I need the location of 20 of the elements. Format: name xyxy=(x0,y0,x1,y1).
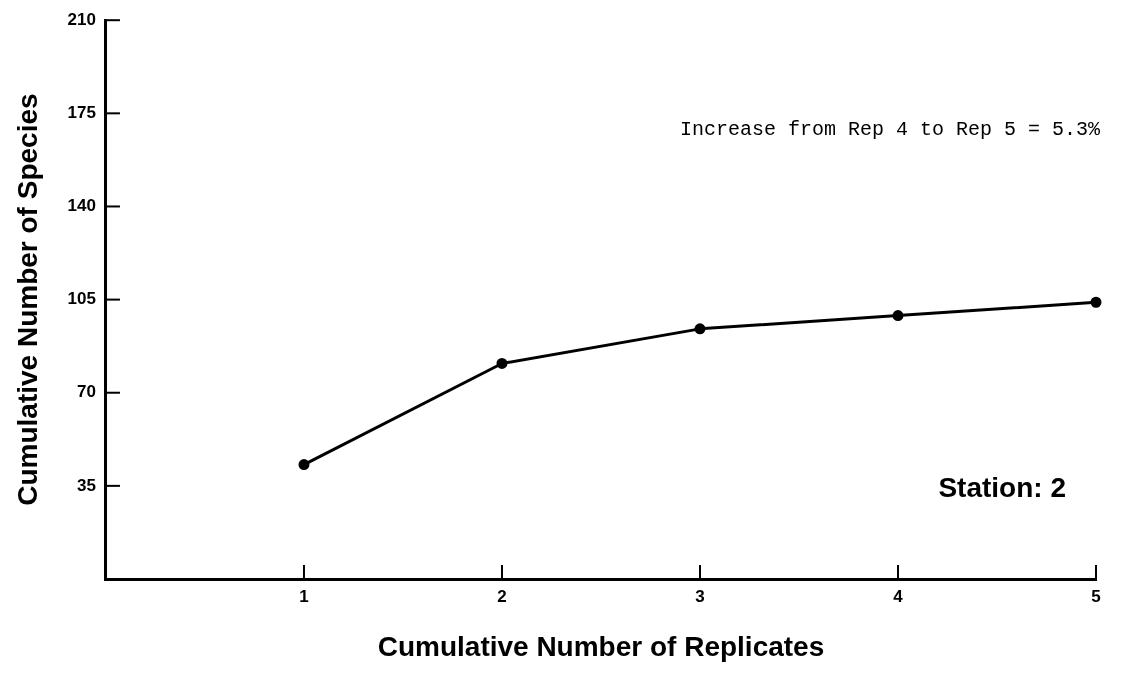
y-tick-label: 70 xyxy=(77,382,96,402)
x-tick-label: 1 xyxy=(299,586,309,606)
x-tick-label: 4 xyxy=(893,586,904,606)
point xyxy=(694,323,706,335)
x-tick-label: 2 xyxy=(497,586,507,606)
point xyxy=(892,310,904,322)
point xyxy=(496,357,508,369)
y-tick-label: 210 xyxy=(67,9,96,29)
x-tick-label: 5 xyxy=(1091,586,1101,606)
y-tick-label: 140 xyxy=(67,196,96,216)
annotation: Increase from Rep 4 to Rep 5 = 5.3% xyxy=(679,118,1101,142)
y-tick-label: 105 xyxy=(67,289,96,309)
x-axis-title: Cumulative Number of Replicates xyxy=(377,630,825,662)
y-tick-label: 35 xyxy=(77,475,96,495)
y-tick-label: 175 xyxy=(67,103,96,123)
point xyxy=(298,459,310,471)
point xyxy=(1090,296,1102,308)
annotation: Station: 2 xyxy=(938,472,1066,503)
y-axis-title: Cumulative Number of Species xyxy=(11,93,43,506)
x-tick-label: 3 xyxy=(695,586,705,606)
